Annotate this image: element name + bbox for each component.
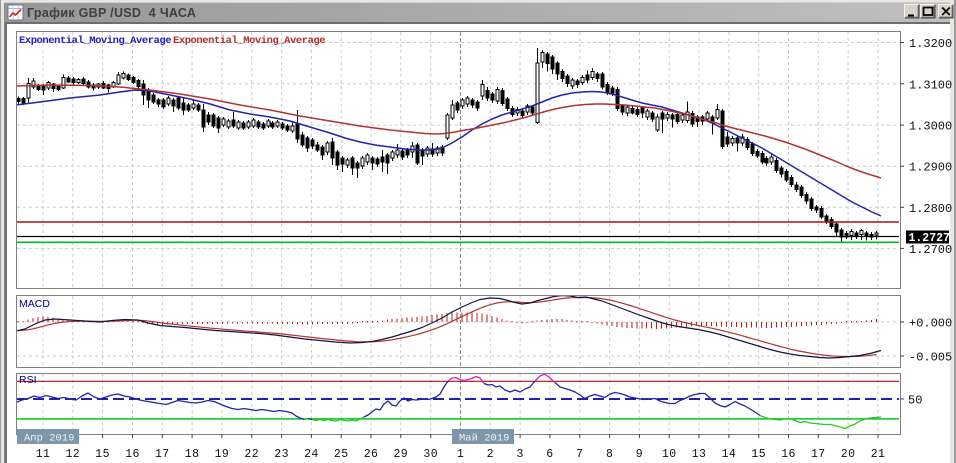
svg-text:30: 30 [423, 448, 438, 461]
svg-text:1.3100: 1.3100 [909, 78, 952, 92]
svg-text:26: 26 [364, 448, 379, 461]
svg-text:Exponential_Moving_Average: Exponential_Moving_Average [173, 35, 325, 47]
svg-text:16: 16 [781, 448, 796, 461]
svg-text:Exponential_Moving_Average: Exponential_Moving_Average [19, 35, 171, 47]
svg-text:График GBP /USD 4 ЧАСА: График GBP /USD 4 ЧАСА [27, 6, 196, 20]
svg-text:21: 21 [871, 448, 886, 461]
svg-text:6: 6 [546, 448, 553, 461]
svg-text:15: 15 [751, 448, 766, 461]
svg-text:19: 19 [215, 448, 230, 461]
svg-text:14: 14 [722, 448, 737, 461]
svg-text:7: 7 [576, 448, 583, 461]
svg-text:1.2900: 1.2900 [909, 161, 952, 175]
svg-text:1: 1 [457, 448, 464, 461]
svg-text:29: 29 [393, 448, 408, 461]
svg-text:1.3000: 1.3000 [909, 120, 952, 134]
svg-text:17: 17 [155, 448, 170, 461]
svg-text:17: 17 [811, 448, 826, 461]
svg-text:-0.005: -0.005 [909, 351, 952, 365]
svg-text:MACD: MACD [19, 298, 50, 310]
svg-text:15: 15 [95, 448, 110, 461]
svg-text:11: 11 [36, 448, 51, 461]
svg-text:1.2800: 1.2800 [909, 202, 952, 216]
svg-text:8: 8 [606, 448, 613, 461]
svg-text:12: 12 [65, 448, 80, 461]
svg-text:Май 2019: Май 2019 [459, 433, 509, 445]
svg-text:1.2727: 1.2727 [909, 232, 951, 245]
svg-text:3: 3 [516, 448, 523, 461]
svg-text:2: 2 [487, 448, 494, 461]
svg-text:16: 16 [125, 448, 140, 461]
svg-text:25: 25 [334, 448, 349, 461]
svg-text:1.2700: 1.2700 [909, 243, 952, 257]
svg-text:Апр 2019: Апр 2019 [24, 433, 74, 445]
svg-text:10: 10 [662, 448, 677, 461]
svg-text:1.3200: 1.3200 [909, 37, 952, 51]
svg-text:9: 9 [636, 448, 643, 461]
svg-text:24: 24 [304, 448, 319, 461]
svg-text:23: 23 [274, 448, 289, 461]
svg-text:18: 18 [185, 448, 200, 461]
svg-text:50: 50 [908, 394, 922, 408]
svg-text:RSI: RSI [19, 374, 37, 386]
svg-text:+0.000: +0.000 [909, 317, 952, 331]
svg-text:22: 22 [244, 448, 259, 461]
svg-text:13: 13 [692, 448, 707, 461]
svg-text:20: 20 [841, 448, 856, 461]
